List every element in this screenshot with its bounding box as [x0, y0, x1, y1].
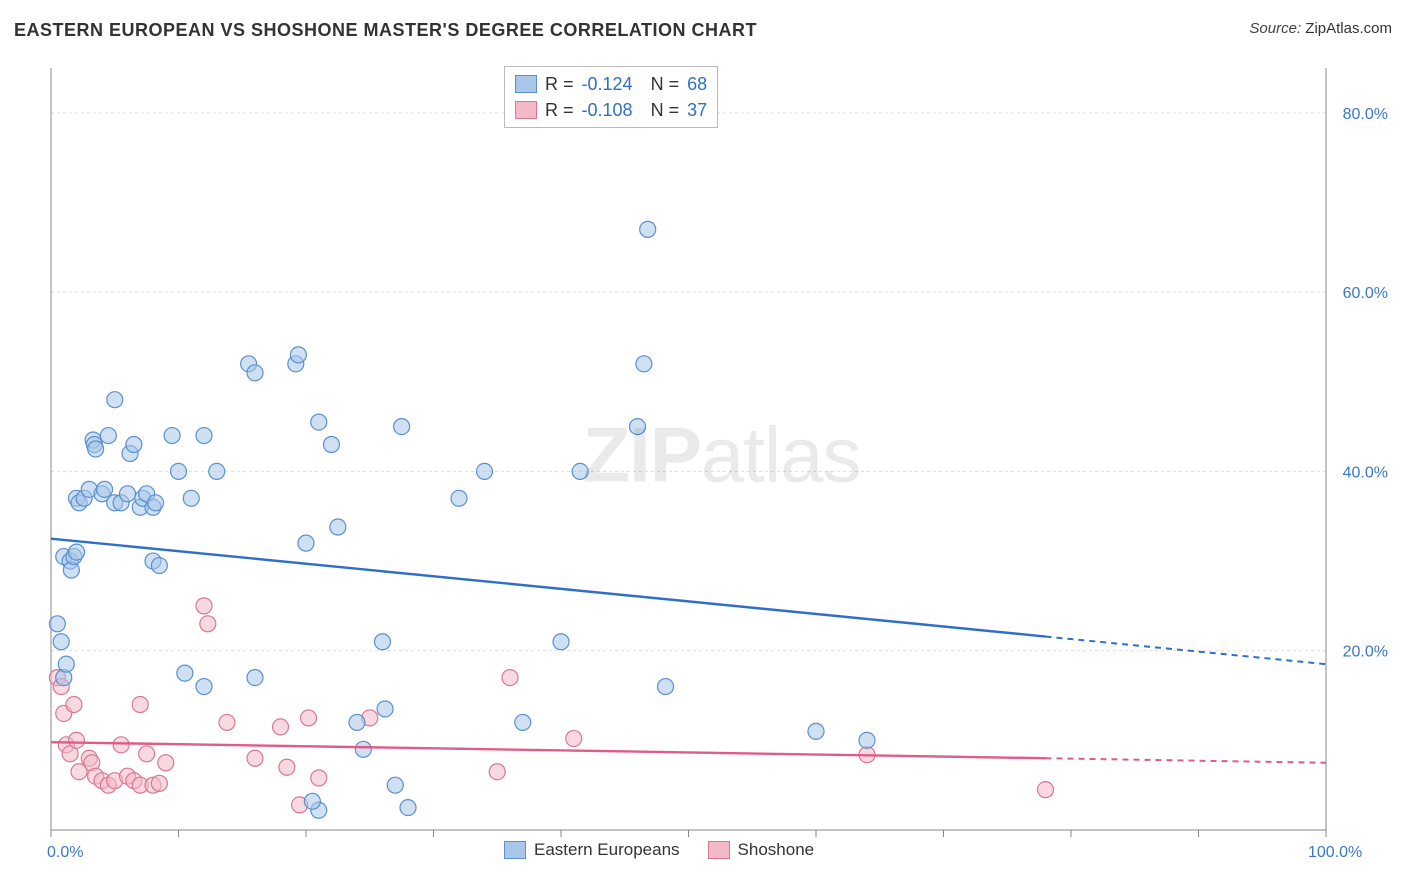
- legend-item: Eastern Europeans: [504, 840, 680, 860]
- svg-text:40.0%: 40.0%: [1343, 464, 1388, 481]
- legend: Eastern Europeans Shoshone: [504, 840, 814, 860]
- legend-swatch: [504, 841, 526, 859]
- legend-swatch: [708, 841, 730, 859]
- series-swatch: [515, 101, 537, 119]
- svg-text:60.0%: 60.0%: [1343, 285, 1388, 302]
- chart-title: EASTERN EUROPEAN VS SHOSHONE MASTER'S DE…: [14, 20, 757, 41]
- scatter-plot: 20.0% 40.0% 60.0% 80.0%: [45, 62, 1398, 848]
- legend-label: Shoshone: [738, 840, 815, 860]
- stat-r-value: -0.124: [582, 71, 633, 97]
- stat-n-label: N =: [651, 97, 680, 123]
- stat-r-label: R =: [545, 71, 574, 97]
- legend-item: Shoshone: [708, 840, 815, 860]
- x-tick-label-max: 100.0%: [1308, 844, 1362, 862]
- stats-row: R = -0.108 N = 37: [515, 97, 707, 123]
- chart-container: EASTERN EUROPEAN VS SHOSHONE MASTER'S DE…: [0, 0, 1406, 892]
- stats-row: R = -0.124 N = 68: [515, 71, 707, 97]
- stat-r-value: -0.108: [582, 97, 633, 123]
- stat-r-label: R =: [545, 97, 574, 123]
- plot-area: 20.0%40.0%60.0%80.0% ZIPatlas: [45, 62, 1398, 848]
- series-swatch: [515, 75, 537, 93]
- stat-n-value: 37: [687, 97, 707, 123]
- svg-text:80.0%: 80.0%: [1343, 106, 1388, 123]
- legend-label: Eastern Europeans: [534, 840, 680, 860]
- svg-text:20.0%: 20.0%: [1343, 644, 1388, 661]
- source-attribution: Source: ZipAtlas.com: [1249, 20, 1392, 37]
- stat-n-value: 68: [687, 71, 707, 97]
- stat-n-label: N =: [651, 71, 680, 97]
- source-label: Source:: [1249, 20, 1301, 37]
- x-tick-label-min: 0.0%: [47, 844, 83, 862]
- correlation-stats-box: R = -0.124 N = 68 R = -0.108 N = 37: [504, 66, 718, 128]
- source-value: ZipAtlas.com: [1305, 20, 1392, 37]
